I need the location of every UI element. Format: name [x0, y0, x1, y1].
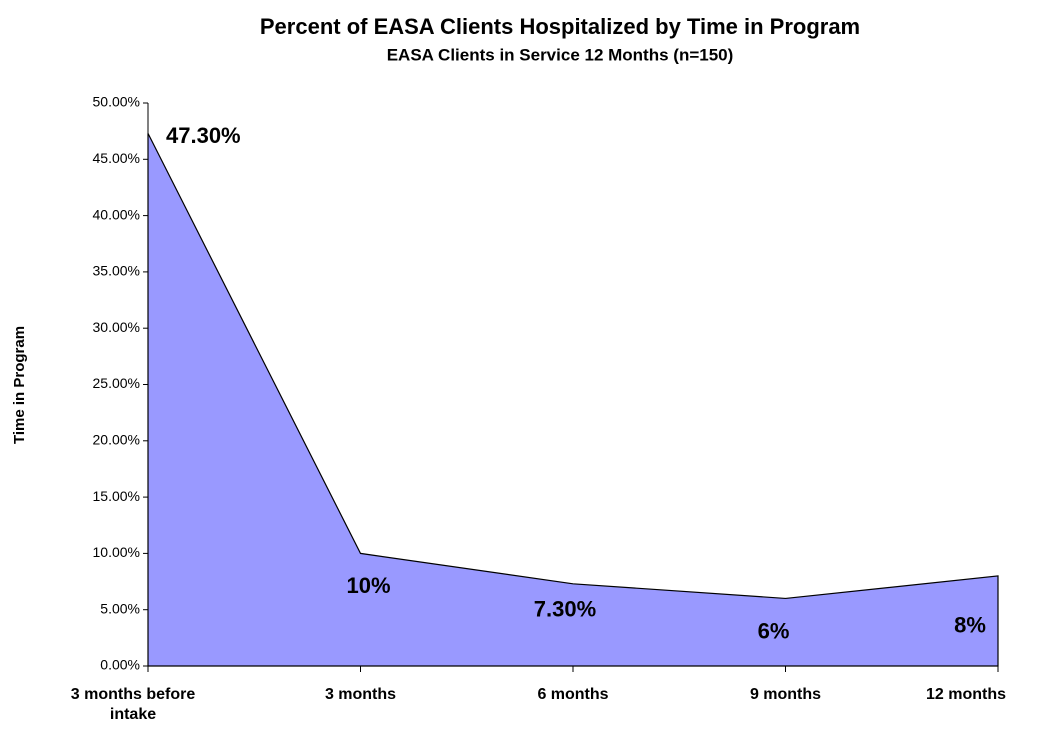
- x-tick-label: 9 months: [749, 686, 822, 703]
- y-axis-label: Time in Program: [11, 326, 28, 444]
- data-label: 8%: [954, 613, 986, 638]
- y-tick-label: 10.00%: [93, 544, 140, 560]
- x-tick-label: 12 months: [925, 686, 1006, 703]
- y-tick-label: 5.00%: [100, 600, 140, 616]
- x-tick-label: 3 months: [324, 686, 397, 703]
- data-label: 47.30%: [166, 123, 241, 148]
- x-tick-label: 6 months: [537, 686, 609, 703]
- y-tick-label: 45.00%: [93, 150, 140, 166]
- y-tick-label: 30.00%: [93, 319, 140, 335]
- x-tick-label: 3 months before intake: [70, 686, 196, 723]
- y-tick-label: 15.00%: [93, 488, 140, 504]
- y-tick-label: 25.00%: [93, 375, 140, 391]
- data-label: 10%: [346, 573, 390, 598]
- area: [147, 133, 999, 667]
- y-tick-label: 0.00%: [100, 657, 140, 673]
- y-tick-label: 50.00%: [93, 94, 140, 110]
- data-label: 7.30%: [534, 597, 596, 622]
- y-tick-label: 20.00%: [93, 432, 140, 448]
- y-tick-label: 35.00%: [93, 263, 140, 279]
- data-label: 6%: [758, 618, 790, 643]
- chart-title: Percent of EASA Clients Hospitalized by …: [260, 14, 860, 39]
- y-tick-label: 40.00%: [93, 206, 140, 222]
- chart-subtitle: EASA Clients in Service 12 Months (n=150…: [387, 45, 734, 64]
